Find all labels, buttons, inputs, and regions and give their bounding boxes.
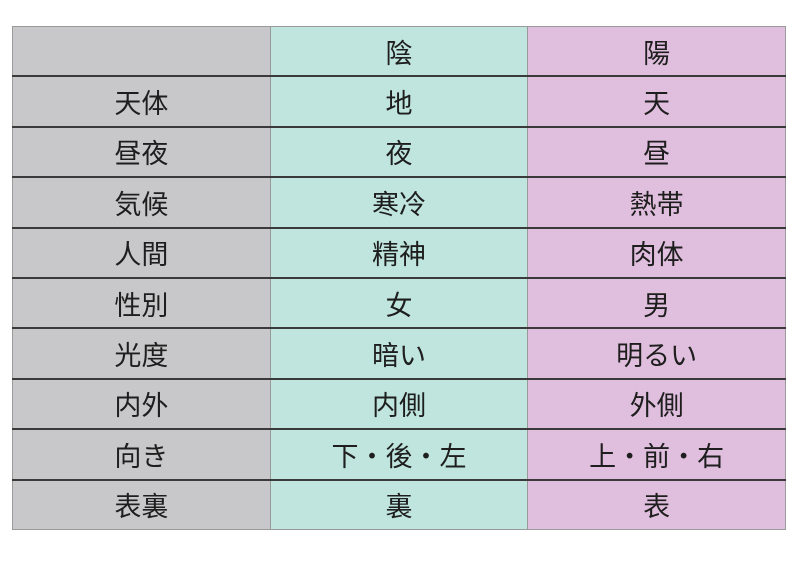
yang-cell: 上・前・右 [527,429,786,481]
yin-cell: 女 [269,277,529,330]
header-yang-cell: 陽 [527,26,786,78]
yin-cell: 夜 [269,126,529,179]
table-row: 天体地天 [12,76,786,128]
header-blank-cell [12,26,271,78]
table-row: 性別女男 [12,277,786,330]
yin-cell: 裏 [269,479,529,530]
row-label-cell: 内外 [12,378,271,431]
row-label-cell: 光度 [12,328,271,380]
yin-cell: 下・後・左 [269,429,529,481]
row-label-cell: 天体 [12,76,271,128]
header-row: 陰 陽 [12,26,786,78]
row-label-cell: 性別 [12,277,271,330]
yang-cell: 昼 [527,126,786,179]
row-label-cell: 表裏 [12,479,271,530]
yin-cell: 地 [269,76,529,128]
table-row: 昼夜夜昼 [12,126,786,179]
yang-cell: 天 [527,76,786,128]
yang-cell: 明るい [527,328,786,380]
row-label-cell: 向き [12,429,271,481]
table-row: 向き 下・後・左 上・前・右 [12,429,786,481]
yin-cell: 寒冷 [269,177,529,229]
row-label-cell: 人間 [12,227,271,279]
table-row: 内外 内側 外側 [12,378,786,431]
table-row: 光度 暗い 明るい [12,328,786,380]
yang-cell: 男 [527,277,786,330]
header-yin-cell: 陰 [269,26,529,78]
table-row: 気候 寒冷 熱帯 [12,177,786,229]
yang-cell: 肉体 [527,227,786,279]
yang-cell: 外側 [527,378,786,431]
row-label-cell: 気候 [12,177,271,229]
yin-cell: 精神 [269,227,529,279]
yin-cell: 暗い [269,328,529,380]
yin-yang-table: 陰 陽 天体地天昼夜夜昼気候 寒冷 熱帯 人間 精神 肉体 性別女男光度 暗い 明るい 内外 内側外… [12,26,786,530]
yang-cell: 熱帯 [527,177,786,229]
table-row: 人間 精神 肉体 [12,227,786,279]
yin-cell: 内側 [269,378,529,431]
row-label-cell: 昼夜 [12,126,271,179]
table-row: 表裏裏表 [12,479,786,530]
yang-cell: 表 [527,479,786,530]
